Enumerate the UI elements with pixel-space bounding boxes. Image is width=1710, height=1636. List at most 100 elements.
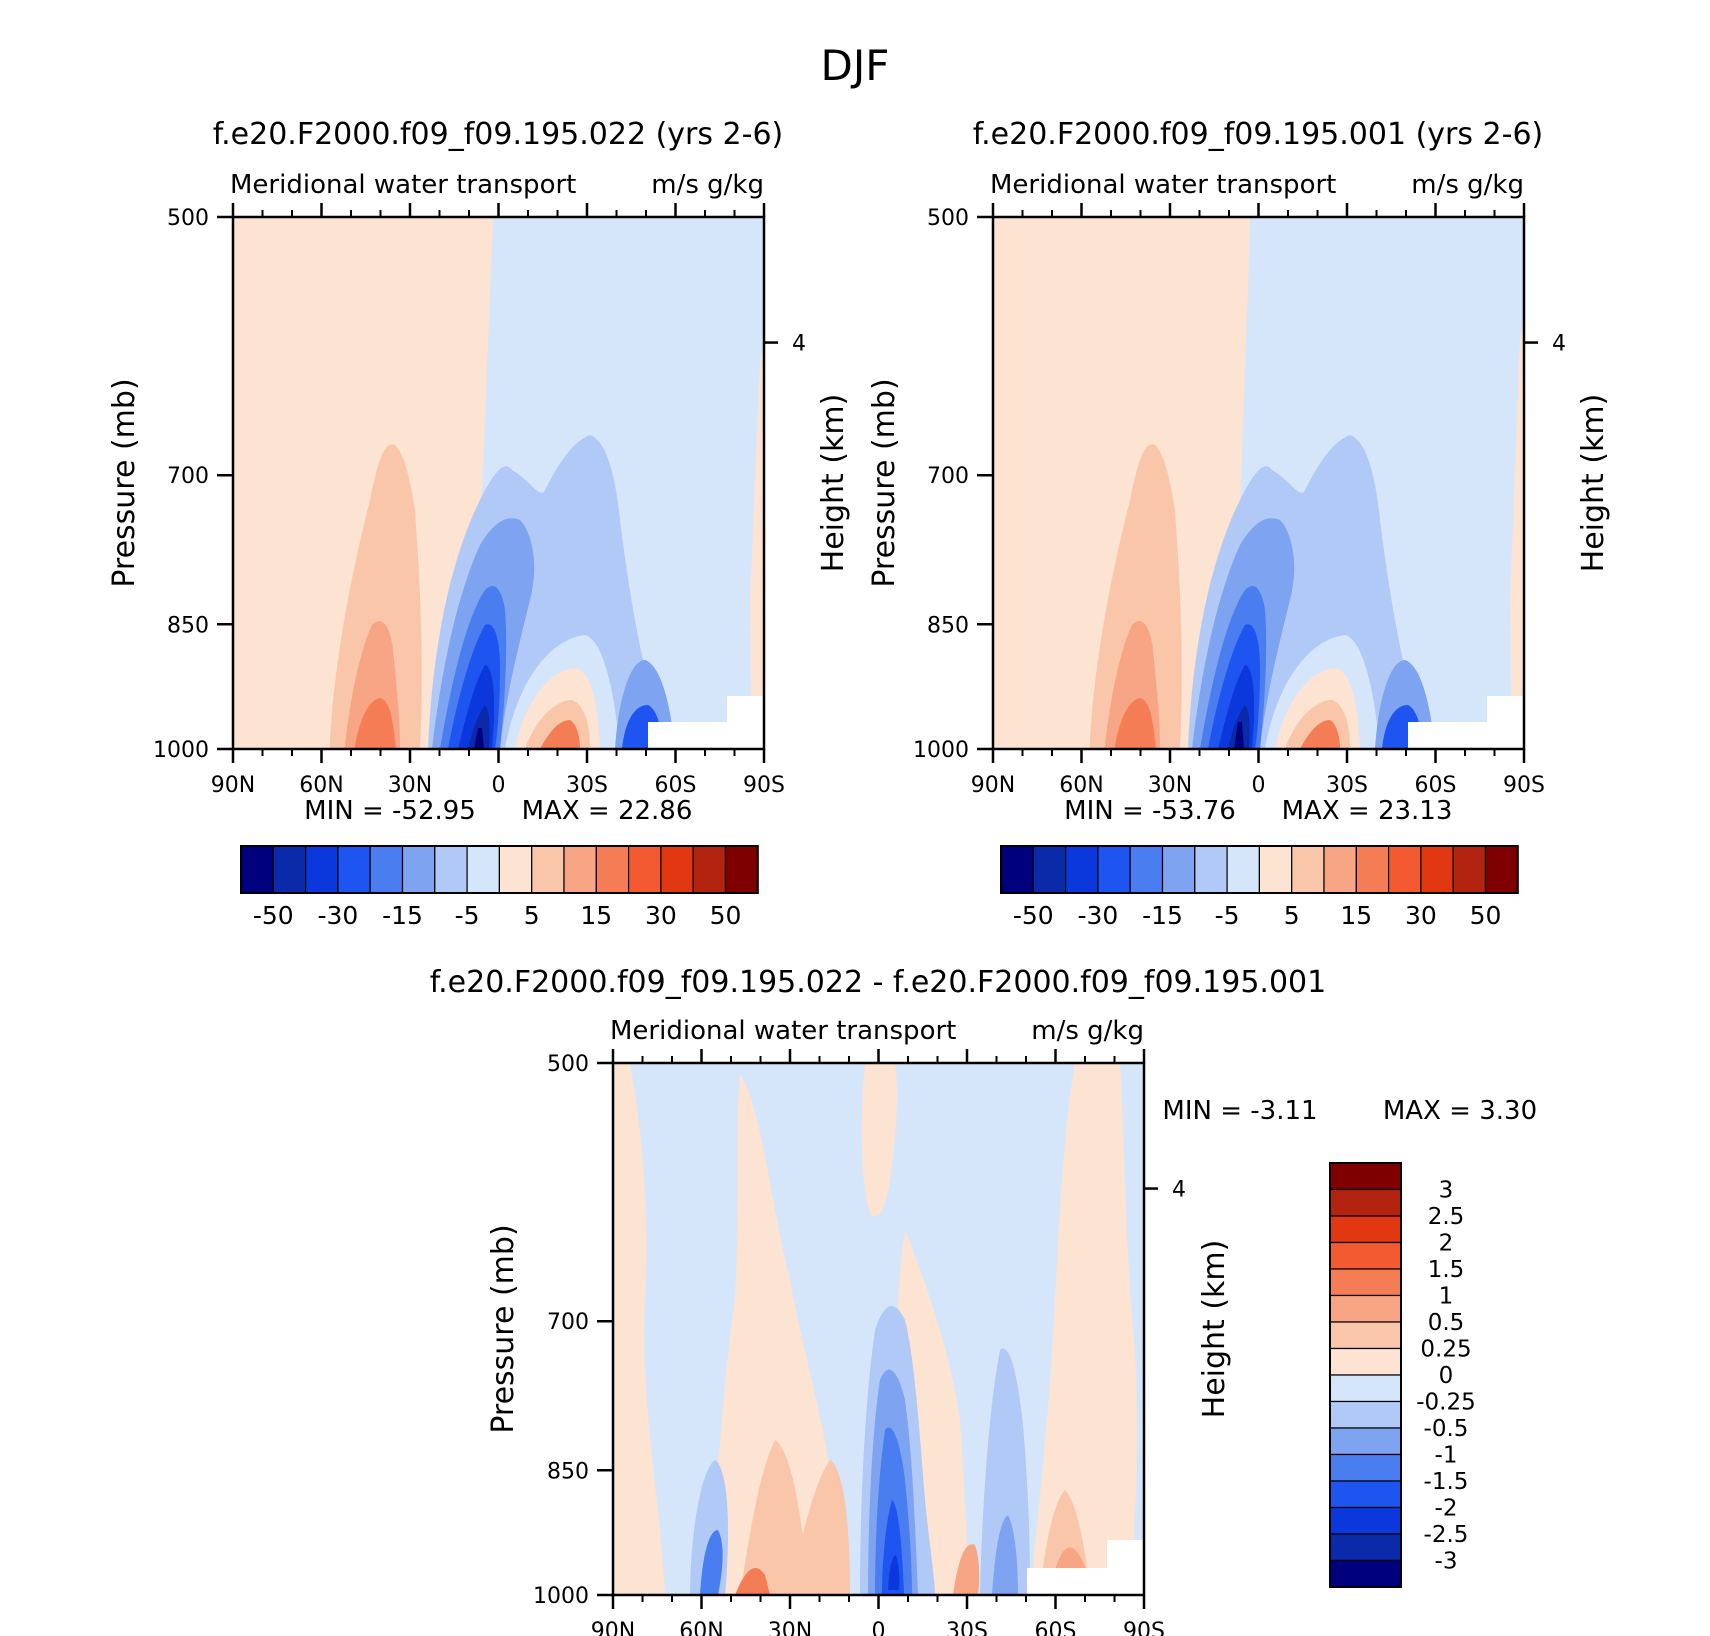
colorbar-swatch xyxy=(1323,845,1357,894)
contour-positive-band xyxy=(1030,1063,1138,1595)
colorbar-label: -30 xyxy=(1077,901,1118,930)
colorbar-swatch xyxy=(1329,1215,1402,1244)
x-tick-label: 0 xyxy=(872,1619,886,1636)
x-tick-label: 90S xyxy=(1503,773,1545,798)
colorbar-label: 30 xyxy=(645,901,677,930)
contour-15 xyxy=(1115,698,1156,749)
colorbar-swatch xyxy=(272,845,307,894)
colorbar-swatch xyxy=(369,845,404,894)
max-label: MAX = 22.86 xyxy=(522,796,693,826)
colorbar-swatch xyxy=(692,845,727,894)
colorbar-swatch xyxy=(1329,1374,1402,1403)
axes: 90N 60N 30N 0 30S 60S 90S 500 700 850 1000 4 xyxy=(153,203,806,798)
colorbar-swatch xyxy=(1484,845,1519,894)
colorbar-label: -15 xyxy=(382,901,423,930)
colorbar-label: 2.5 xyxy=(1428,1204,1465,1230)
min-label: MIN = -52.95 xyxy=(304,796,476,826)
panel-difference: f.e20.F2000.f09_f09.195.022 - f.e20.F200… xyxy=(430,965,1537,1636)
x-tick-label: 60N xyxy=(1059,773,1103,798)
panel-control: f.e20.F2000.f09_f09.195.022 (yrs 2-6) Me… xyxy=(107,117,851,930)
colorbar-label: -50 xyxy=(253,901,294,930)
colorbar-swatch xyxy=(1194,845,1228,894)
contour-025 xyxy=(740,1440,810,1595)
colorbar-label: 30 xyxy=(1405,901,1437,930)
panel-title: f.e20.F2000.f09_f09.195.022 (yrs 2-6) xyxy=(213,117,783,152)
contour-minus-2 xyxy=(888,1555,900,1590)
colorbar-swatch xyxy=(1329,1321,1402,1350)
colorbar-label: 15 xyxy=(580,901,612,930)
y-tick-label: 700 xyxy=(547,1310,589,1335)
y2-tick-label: 4 xyxy=(792,332,806,357)
colorbar-label: -3 xyxy=(1435,1549,1458,1575)
contour-field xyxy=(993,217,1524,749)
axes: 90N 60N 30N 0 30S 60S 90S 500 700 850 1000 4 xyxy=(913,203,1566,798)
contour-positive-band xyxy=(615,1063,665,1595)
y2-axis-label: Height (km) xyxy=(816,394,851,573)
colorbar-frame xyxy=(1329,1162,1402,1588)
y-tick-label: 850 xyxy=(927,613,969,638)
colorbar-label: -5 xyxy=(1215,901,1240,930)
contour-positive-north xyxy=(233,217,493,749)
colorbar-swatch xyxy=(1000,845,1034,894)
contour-1 xyxy=(735,1567,770,1595)
colorbar-label: 15 xyxy=(1340,901,1372,930)
x-tick-label: 30S xyxy=(1326,773,1368,798)
x-tick-label: 30N xyxy=(768,1619,812,1636)
contour-5 xyxy=(330,444,422,749)
y-tick-label: 850 xyxy=(167,613,209,638)
contour-positive-pole xyxy=(1510,320,1524,749)
colorbar-label: 0.25 xyxy=(1420,1337,1471,1363)
colorbar-swatch xyxy=(1329,1400,1402,1429)
max-label: MAX = 3.30 xyxy=(1383,1096,1537,1126)
colorbar-label: -0.5 xyxy=(1424,1416,1469,1442)
colorbar-swatch xyxy=(531,845,565,894)
colorbar-label: 0.5 xyxy=(1428,1310,1465,1336)
colorbar-swatch xyxy=(1329,1241,1402,1270)
contour-field xyxy=(233,217,764,749)
y-axis-label: Pressure (mb) xyxy=(486,1224,521,1433)
colorbar-label: -0.25 xyxy=(1416,1390,1476,1416)
y2-axis-label: Height (km) xyxy=(1197,1240,1232,1419)
colorbar-swatch xyxy=(1329,1188,1402,1217)
panel-test: f.e20.F2000.f09_f09.195.001 (yrs 2-6) Me… xyxy=(867,117,1611,930)
max-label: MAX = 23.13 xyxy=(1282,796,1453,826)
contour-15 xyxy=(355,698,396,749)
colorbar-label: 0 xyxy=(1439,1363,1454,1389)
panel-title: f.e20.F2000.f09_f09.195.001 (yrs 2-6) xyxy=(973,117,1543,152)
colorbar-swatch xyxy=(627,845,662,894)
missing-data-area xyxy=(727,696,764,749)
left-string: Meridional water transport xyxy=(990,170,1336,200)
x-tick-label: 90S xyxy=(743,773,785,798)
y-tick-label: 850 xyxy=(547,1459,589,1484)
colorbar-label: -2 xyxy=(1435,1496,1458,1522)
colorbar: -50 -30 -15 -5 5 15 30 50 xyxy=(1000,845,1519,930)
colorbar-swatch xyxy=(660,845,694,894)
y-axis-label: Pressure (mb) xyxy=(107,378,142,587)
contour-05 xyxy=(953,1544,980,1595)
colorbar-swatch xyxy=(1329,1506,1402,1535)
colorbar-swatch xyxy=(1291,845,1325,894)
contour-5 xyxy=(1090,444,1182,749)
colorbar-swatch xyxy=(498,845,533,894)
colorbar-swatch xyxy=(1329,1268,1402,1297)
colorbar-swatch xyxy=(305,845,339,894)
contour-15-south xyxy=(540,720,580,749)
y-tick-label: 500 xyxy=(167,206,209,231)
colorbar-label: 1.5 xyxy=(1428,1257,1465,1283)
colorbar-swatch xyxy=(337,845,371,894)
colorbar-swatch xyxy=(401,845,436,894)
colorbar-swatch xyxy=(1452,845,1487,894)
y-tick-label: 700 xyxy=(927,464,969,489)
x-tick-label: 90N xyxy=(591,1619,635,1636)
contour-minus-1 xyxy=(700,1530,723,1595)
y-tick-label: 500 xyxy=(547,1052,589,1077)
x-tick-label: 60S xyxy=(655,773,697,798)
colorbar-swatch xyxy=(1329,1294,1402,1323)
y-tick-label: 1000 xyxy=(533,1584,589,1609)
colorbar-label: -1.5 xyxy=(1424,1469,1469,1495)
colorbar-swatch xyxy=(1329,1453,1402,1482)
left-string: Meridional water transport xyxy=(610,1016,956,1046)
colorbar-swatch xyxy=(1064,845,1099,894)
contour-positive-band xyxy=(897,1230,970,1595)
